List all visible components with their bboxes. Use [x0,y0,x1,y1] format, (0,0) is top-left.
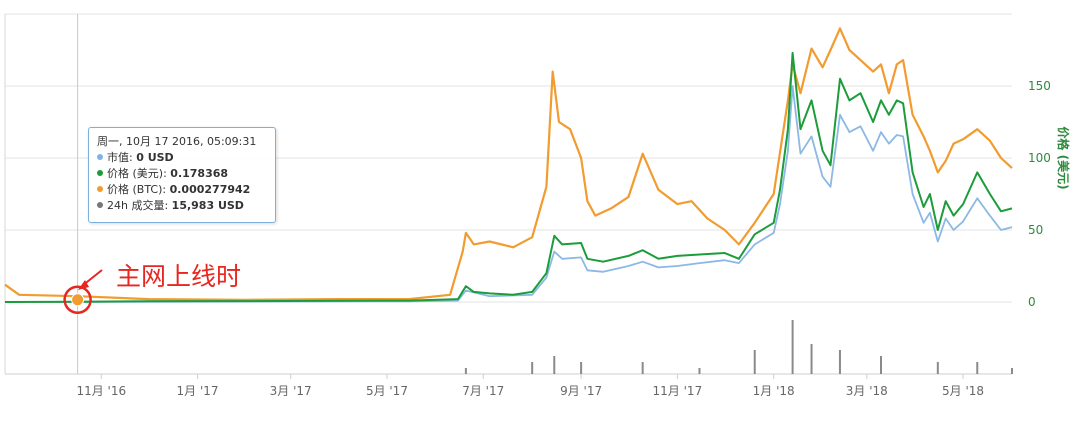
tooltip-row-price-btc: 价格 (BTC): 0.000277942 [97,182,267,198]
tooltip-label: 价格 (美元): [107,167,167,180]
tooltip-point-marker [71,293,85,307]
x-tick-label: 7月 '17 [462,384,504,398]
x-tick-label: 1月 '17 [177,384,219,398]
tooltip-value: 0 USD [136,151,174,164]
mainnet-launch-annotation: 主网上线时 [116,262,242,291]
y-tick-label: 0 [1028,295,1036,309]
dot-icon [97,154,103,160]
series-line-0 [4,51,1013,303]
series-lines [4,27,1013,303]
x-tick-label: 9月 '17 [560,384,602,398]
volume-bars [464,320,1013,374]
y-tick-label: 100 [1028,151,1051,165]
x-axis-ticks: 11月 '16 1月 '17 3月 '17 5月 '17 7月 '17 9月 '17 11月… [76,374,984,398]
x-tick-label: 5月 '17 [366,384,408,398]
annotation-arrow-head [78,280,89,290]
x-tick-label: 11月 '17 [653,384,703,398]
volume-bar [810,344,813,374]
volume-bar [753,350,756,374]
volume-bar [1011,368,1013,374]
y-tick-label: 50 [1028,223,1043,237]
volume-bar [698,368,701,374]
x-tick-label: 11月 '16 [76,384,126,398]
volume-bar [553,356,556,374]
series-line-2 [5,85,1013,303]
y-tick-label: 150 [1028,79,1051,93]
launch-marker [63,269,103,314]
volume-bar [531,362,534,374]
volume-bar [879,356,882,374]
volume-bar [936,362,939,374]
series-line-1 [4,27,1013,301]
volume-bar [580,362,583,374]
volume-bar [641,362,644,374]
tooltip-row-price-usd: 价格 (美元): 0.178368 [97,166,267,182]
tooltip-value: 15,983 USD [171,199,244,212]
volume-bar [791,320,794,374]
y-axis-label: 价格 (美元) [1056,126,1071,189]
tooltip-label: 市值: [107,151,133,164]
tooltip-date: 周一, 10月 17 2016, 05:09:31 [97,135,257,148]
x-tick-label: 5月 '18 [942,384,984,398]
y-axis-ticks: 150 100 50 0 [1028,79,1051,309]
volume-bar [976,362,979,374]
annotation-circle [63,285,92,314]
volume-bar [838,350,841,374]
tooltip-value: 0.178368 [170,167,229,180]
x-tick-label: 3月 '17 [270,384,312,398]
dot-icon [97,202,103,208]
hover-tooltip: 周一, 10月 17 2016, 05:09:31 市值: 0 USD 价格 (… [88,127,276,223]
x-tick-label: 3月 '18 [846,384,888,398]
tooltip-row-volume: 24h 成交量: 15,983 USD [97,198,267,214]
x-tick-label: 1月 '18 [753,384,795,398]
tooltip-value: 0.000277942 [169,183,251,196]
tooltip-label: 24h 成交量: [107,199,169,212]
tooltip-row-market-cap: 市值: 0 USD [97,150,267,166]
dot-icon [97,186,103,192]
volume-bar [464,368,467,374]
tooltip-label: 价格 (BTC): [107,183,167,196]
dot-icon [97,170,103,176]
